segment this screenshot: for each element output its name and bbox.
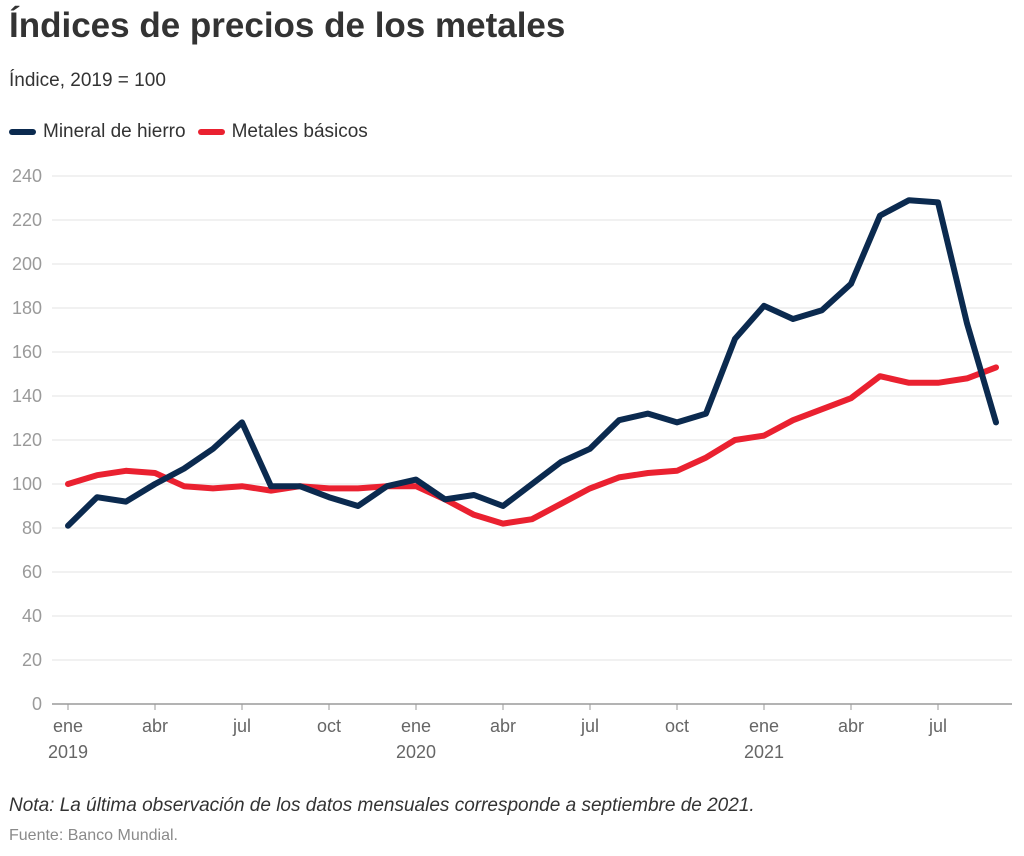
series-line-base-metals [65, 364, 999, 527]
x-tick-label: oct [665, 716, 689, 736]
x-tick-label: oct [317, 716, 341, 736]
y-tick-label: 120 [12, 430, 42, 450]
legend-swatch-iron-ore [9, 129, 36, 135]
y-tick-label: 220 [12, 210, 42, 230]
x-tick-label: jul [232, 716, 251, 736]
y-tick-label: 240 [12, 166, 42, 186]
x-tick-label: ene [749, 716, 779, 736]
y-tick-label: 140 [12, 386, 42, 406]
legend-item-base-metals: Metales básicos [197, 121, 368, 143]
legend-swatch-base-metals [197, 129, 225, 135]
x-tick-label: abr [490, 716, 516, 736]
legend-label-base-metals: Metales básicos [231, 121, 368, 142]
y-tick-label: 20 [22, 650, 42, 670]
y-tick-label: 80 [22, 518, 42, 538]
y-tick-label: 100 [12, 474, 42, 494]
x-tick-label: ene [401, 716, 431, 736]
x-tick-label: abr [142, 716, 168, 736]
chart-subtitle: Índice, 2019 = 100 [9, 70, 166, 91]
y-tick-label: 160 [12, 342, 42, 362]
x-tick-label: jul [580, 716, 599, 736]
y-tick-label: 40 [22, 606, 42, 626]
x-tick-year-label: 2021 [744, 742, 784, 762]
y-tick-label: 180 [12, 298, 42, 318]
line-chart: 0 20 40 60 80 100 120 140 160 180 200 220 240 ene 2019… [12, 166, 1012, 762]
x-tick-year-label: 2019 [48, 742, 88, 762]
chart-title: Índices de precios de los metales [9, 6, 566, 45]
y-tick-label: 60 [22, 562, 42, 582]
x-tick-label: abr [838, 716, 864, 736]
legend-label-iron-ore: Mineral de hierro [43, 121, 186, 142]
source-note: Fuente: Banco Mundial. [9, 827, 178, 844]
x-tick-label: ene [53, 716, 83, 736]
legend-item-iron-ore: Mineral de hierro [9, 121, 186, 143]
legend: Mineral de hierro Metales básicos [9, 121, 380, 143]
x-tick-label: jul [928, 716, 947, 736]
footnote: Nota: La última observación de los datos… [9, 795, 755, 816]
x-tick-year-label: 2020 [396, 742, 436, 762]
y-tick-label: 0 [32, 694, 42, 714]
series-line-iron-ore [65, 197, 999, 529]
y-tick-label: 200 [12, 254, 42, 274]
